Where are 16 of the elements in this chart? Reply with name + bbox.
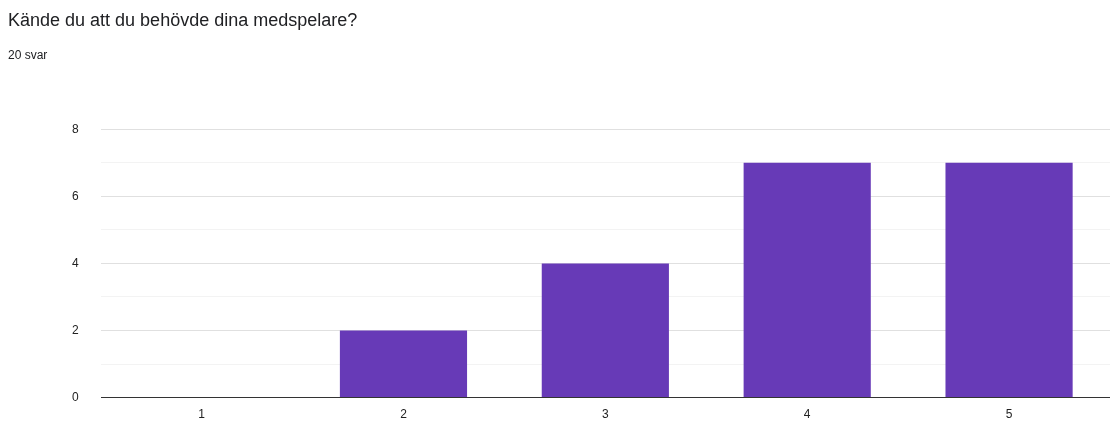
x-tick-label: 3 xyxy=(601,407,609,422)
x-tick-label: 4 xyxy=(803,407,811,422)
y-tick-label: 2 xyxy=(71,322,79,337)
x-tick-label: 5 xyxy=(1005,407,1013,422)
x-tick-label: 1 xyxy=(198,407,206,422)
x-tick-label: 2 xyxy=(400,407,408,422)
y-tick-label: 0 xyxy=(71,389,79,404)
y-tick-label: 8 xyxy=(71,121,79,136)
chart-subtitle: 20 svar xyxy=(8,48,48,62)
bar xyxy=(541,263,669,398)
chart-title: Kände du att du behövde dina medspelare? xyxy=(8,10,358,31)
y-tick-label: 4 xyxy=(71,255,79,270)
y-tick-label: 6 xyxy=(71,188,79,203)
bar xyxy=(945,162,1073,398)
bar xyxy=(339,330,468,398)
bar xyxy=(743,162,871,398)
